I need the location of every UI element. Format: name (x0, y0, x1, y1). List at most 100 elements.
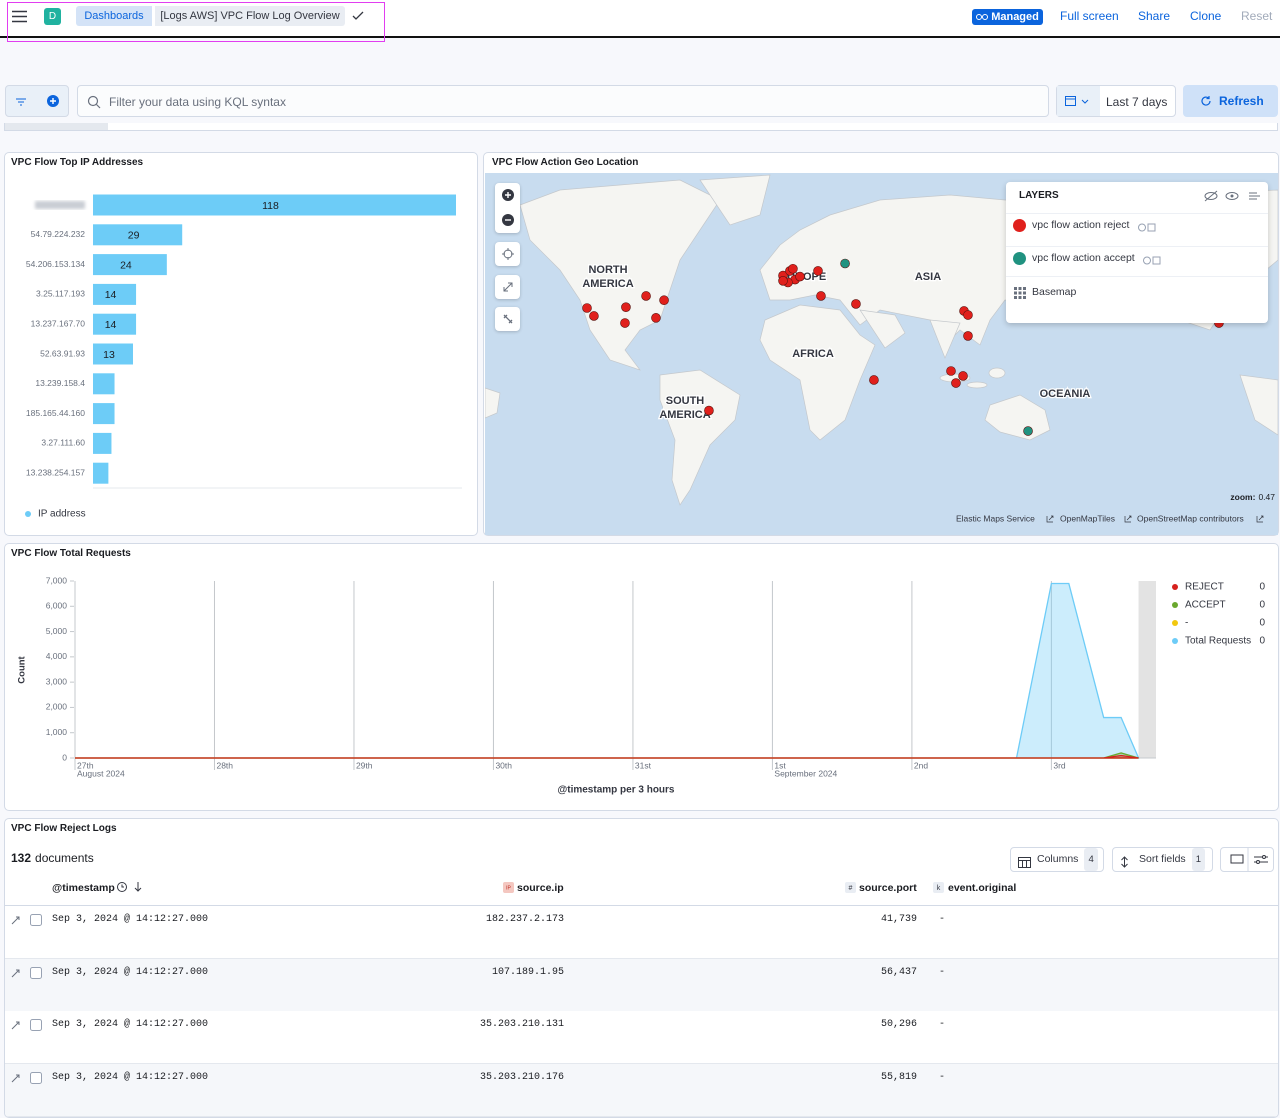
map-point[interactable] (1024, 427, 1033, 436)
continent-label: AMERICA (659, 409, 710, 421)
y-tick-label: 13.239.158.4 (35, 378, 85, 388)
y-tick-label: 13.238.254.157 (26, 467, 85, 477)
layer-name[interactable]: vpc flow action accept (1032, 252, 1135, 264)
partial-bucket (1139, 581, 1156, 758)
map-point[interactable] (963, 331, 972, 340)
x-tick-sublabel: September 2024 (774, 768, 837, 778)
map-point[interactable] (660, 296, 669, 305)
layer-swatch (1013, 252, 1026, 265)
area (75, 753, 1139, 758)
zoom-in[interactable] (501, 188, 515, 202)
layers-title: LAYERS (1019, 190, 1059, 201)
layer-icons (1143, 254, 1161, 268)
legend-swatch (1172, 620, 1178, 626)
map-point[interactable] (816, 291, 825, 300)
legend-swatch (25, 511, 31, 517)
map-point[interactable] (642, 291, 651, 300)
map-point[interactable] (589, 311, 598, 320)
layer-name[interactable]: vpc flow action reject (1032, 219, 1129, 231)
legend-value: 0 (1259, 582, 1265, 593)
map-point[interactable] (620, 319, 629, 328)
legend-label: IP address (38, 509, 86, 520)
fullscreen-button[interactable] (495, 275, 520, 299)
map-point[interactable] (704, 406, 713, 415)
fit-button[interactable] (495, 242, 520, 266)
legend-label: - (1185, 618, 1188, 629)
land (760, 305, 875, 440)
land (985, 395, 1050, 440)
map-point[interactable] (621, 303, 630, 312)
zoom-label: zoom: (1230, 492, 1255, 502)
value-label: 14 (105, 319, 117, 331)
external-icon (1257, 516, 1263, 522)
layer-swatch (1014, 287, 1026, 302)
legend-label: REJECT (1185, 582, 1224, 593)
x-tick-label: 28th (216, 760, 233, 770)
grid-icon (1014, 287, 1026, 299)
expand-icon (501, 280, 515, 294)
tools-button[interactable] (495, 307, 520, 331)
continent-label: AFRICA (792, 348, 834, 360)
x-tick-label: 30th (495, 760, 512, 770)
map-point[interactable] (951, 379, 960, 388)
y-tick-label: 3.25.117.193 (36, 289, 85, 299)
map-point[interactable] (651, 313, 660, 322)
time-icon (1138, 223, 1156, 232)
area (75, 584, 1139, 758)
y-tick-label: 2,000 (46, 702, 68, 712)
value-label: 29 (128, 230, 140, 242)
fit-icon (501, 247, 515, 261)
legend-swatch (1172, 638, 1178, 644)
blurred-label (35, 201, 85, 209)
map-point[interactable] (946, 367, 955, 376)
layer-name[interactable]: Basemap (1032, 286, 1076, 298)
attribution-link[interactable]: Elastic Maps Service (956, 513, 1035, 523)
map-point[interactable] (841, 259, 850, 268)
x-tick-label: 3rd (1053, 760, 1066, 770)
y-tick-label: 52.63.91.93 (40, 348, 85, 358)
attribution-link[interactable]: OpenStreetMap contributors (1137, 513, 1244, 523)
y-tick-label: 7,000 (46, 575, 68, 585)
map-point[interactable] (583, 303, 592, 312)
map-point[interactable] (779, 276, 788, 285)
value-label: 14 (105, 289, 117, 301)
external-icon (1125, 516, 1131, 522)
x-tick-label: 29th (356, 760, 373, 770)
x-tick-label: 31st (635, 760, 652, 770)
x-tick-sublabel: August 2024 (77, 768, 125, 778)
y-tick-label: 3.27.111.60 (41, 438, 85, 448)
map-point[interactable] (959, 371, 968, 380)
map-point[interactable] (788, 264, 797, 273)
zoom-out[interactable] (501, 213, 515, 227)
attribution-link[interactable]: OpenMapTiles (1060, 513, 1115, 523)
y-tick-label: 54.206.153.134 (26, 259, 85, 269)
layer-icons (1138, 221, 1156, 235)
y-tick-label: 13.237.167.70 (31, 318, 86, 328)
y-tick-label: 0 (62, 752, 67, 762)
bar (93, 463, 108, 484)
tools-icon (501, 312, 515, 326)
legend-value: 0 (1259, 618, 1265, 629)
zoom-controls (495, 183, 520, 233)
y-tick-label: 4,000 (46, 651, 68, 661)
map-point[interactable] (869, 375, 878, 384)
bar (93, 373, 115, 394)
legend-value: 0 (1259, 600, 1265, 611)
map-point[interactable] (796, 272, 805, 281)
zoom-value: 0.47 (1258, 492, 1275, 502)
y-tick-label: 6,000 (46, 601, 68, 611)
land (660, 370, 740, 505)
continent-label: SOUTH (666, 395, 705, 407)
y-tick-label: 185.165.44.160 (26, 408, 85, 418)
legend-label: Total Requests (1185, 636, 1251, 647)
zoom-level: zoom:0.47 (1230, 492, 1275, 502)
map-point[interactable] (814, 266, 823, 275)
map-point[interactable] (963, 311, 972, 320)
layer-tools[interactable] (1204, 190, 1262, 202)
value-label: 24 (120, 259, 132, 271)
land (485, 388, 500, 418)
y-tick-label: 5,000 (46, 626, 68, 636)
map-point[interactable] (851, 299, 860, 308)
